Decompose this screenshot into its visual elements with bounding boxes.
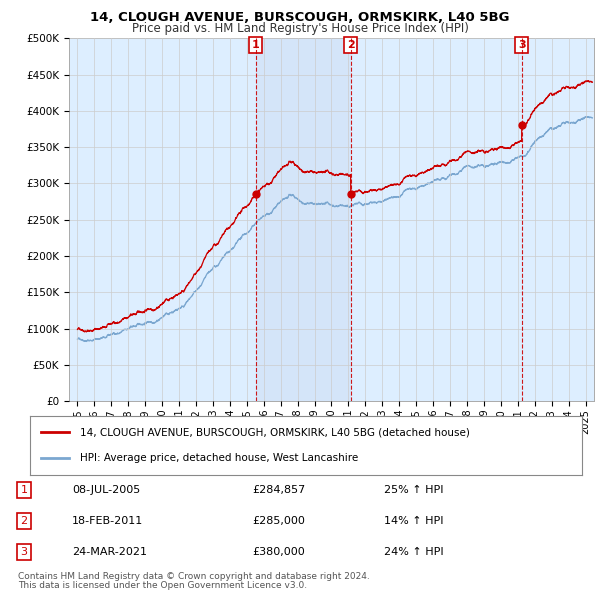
- Text: £284,857: £284,857: [252, 485, 305, 495]
- Text: 1: 1: [252, 40, 260, 50]
- Text: 3: 3: [518, 40, 526, 50]
- Text: 1: 1: [20, 485, 28, 495]
- Text: 24-MAR-2021: 24-MAR-2021: [72, 547, 147, 557]
- Text: HPI: Average price, detached house, West Lancashire: HPI: Average price, detached house, West…: [80, 454, 358, 463]
- Text: 24% ↑ HPI: 24% ↑ HPI: [384, 547, 443, 557]
- Text: Contains HM Land Registry data © Crown copyright and database right 2024.: Contains HM Land Registry data © Crown c…: [18, 572, 370, 581]
- Text: 14, CLOUGH AVENUE, BURSCOUGH, ORMSKIRK, L40 5BG (detached house): 14, CLOUGH AVENUE, BURSCOUGH, ORMSKIRK, …: [80, 428, 470, 437]
- Text: 2: 2: [347, 40, 355, 50]
- Text: 3: 3: [20, 547, 28, 557]
- Text: 08-JUL-2005: 08-JUL-2005: [72, 485, 140, 495]
- Text: 25% ↑ HPI: 25% ↑ HPI: [384, 485, 443, 495]
- Text: £285,000: £285,000: [252, 516, 305, 526]
- Text: This data is licensed under the Open Government Licence v3.0.: This data is licensed under the Open Gov…: [18, 581, 307, 590]
- Text: 14, CLOUGH AVENUE, BURSCOUGH, ORMSKIRK, L40 5BG: 14, CLOUGH AVENUE, BURSCOUGH, ORMSKIRK, …: [90, 11, 510, 24]
- Text: £380,000: £380,000: [252, 547, 305, 557]
- Bar: [256, 38, 350, 401]
- Text: 2: 2: [20, 516, 28, 526]
- Text: Price paid vs. HM Land Registry's House Price Index (HPI): Price paid vs. HM Land Registry's House …: [131, 22, 469, 35]
- Text: 14% ↑ HPI: 14% ↑ HPI: [384, 516, 443, 526]
- Text: 18-FEB-2011: 18-FEB-2011: [72, 516, 143, 526]
